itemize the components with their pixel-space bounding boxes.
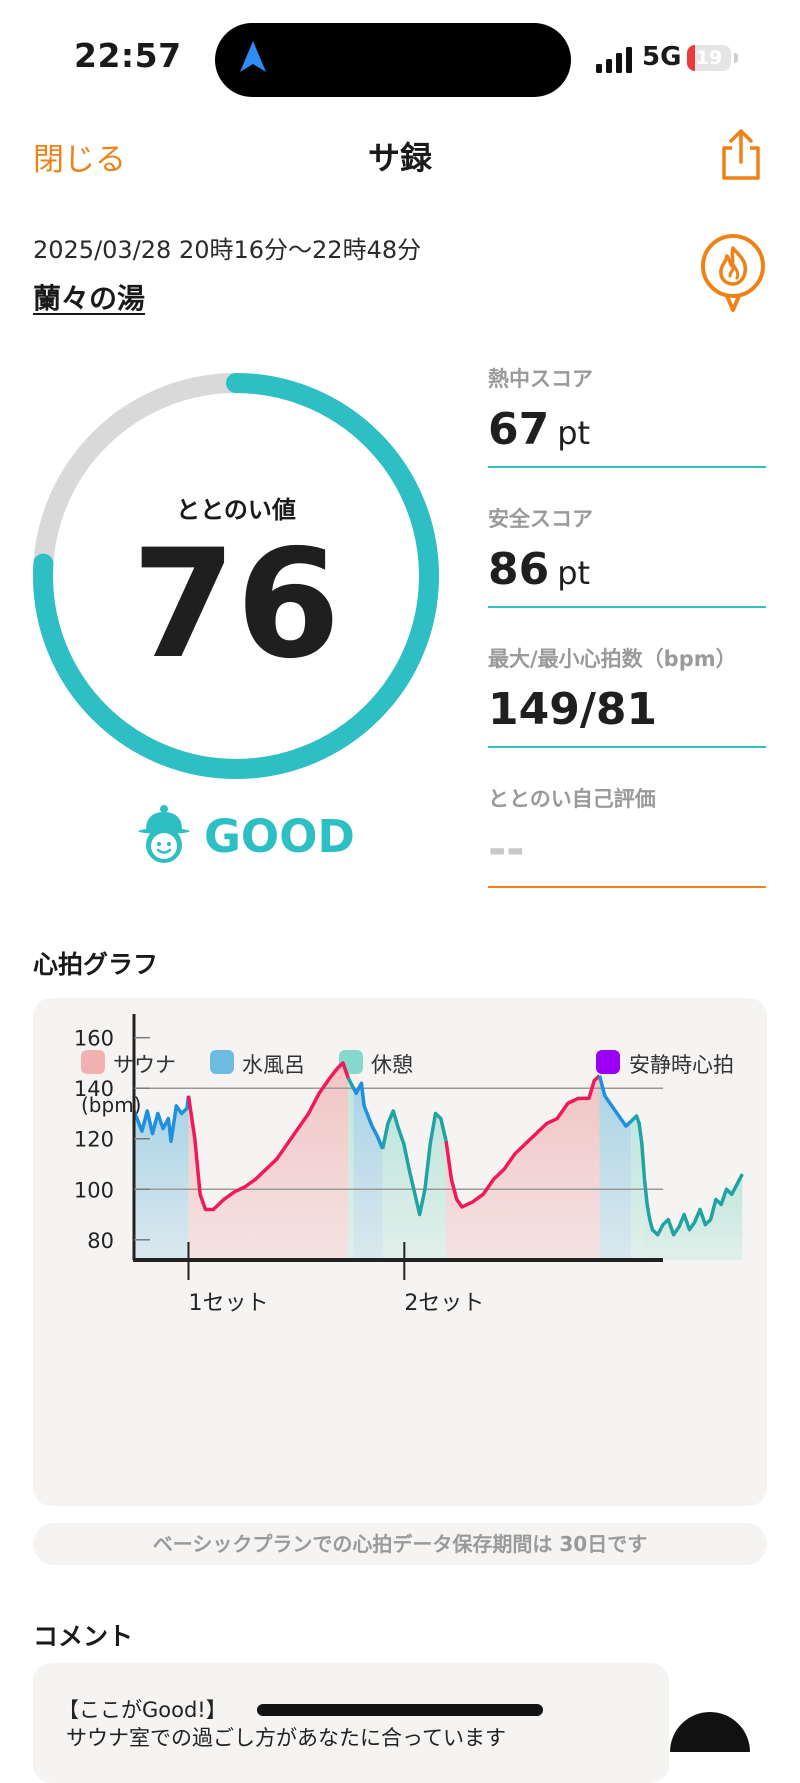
battery-icon: 19: [687, 45, 731, 71]
heat-score-divider: [488, 466, 766, 468]
mascot-icon: [138, 805, 190, 863]
facility-link[interactable]: 蘭々の湯: [33, 282, 146, 315]
mascot-peek: [670, 1712, 750, 1752]
page-title: サ録: [367, 139, 432, 177]
chart-fill-8: [644, 1174, 743, 1260]
battery-level: 19: [695, 47, 723, 69]
y-tick-label-120: 120: [74, 1128, 114, 1152]
chart-fill-6: [599, 1075, 632, 1260]
session-datetime: 2025/03/28 20時16分〜22時48分: [33, 236, 422, 264]
chart-line-1: [186, 1061, 350, 1212]
totonoi-label: ととのい値: [176, 496, 296, 524]
chart-line-5: [444, 1074, 601, 1209]
legend-cold-bath: 水風呂: [242, 1053, 305, 1077]
signal-icon: [596, 47, 632, 73]
network-type: 5G: [642, 42, 682, 72]
rating-label: GOOD: [204, 810, 355, 863]
heart-rate-label: 最大/最小心拍数（bpm）: [488, 647, 737, 671]
share-icon[interactable]: [718, 128, 764, 182]
comment-body: サウナ室での過ごし方があなたに合っています: [66, 1726, 506, 1750]
totonoi-value: 76: [131, 518, 341, 692]
safety-score-label: 安全スコア: [488, 507, 593, 531]
x-tick-label-1: 2セット: [404, 1291, 484, 1316]
home-indicator[interactable]: [257, 1704, 543, 1716]
chart-line-7: [630, 1114, 647, 1180]
chart-fill-1: [188, 1062, 349, 1260]
chart-fill-2: [348, 1078, 354, 1260]
close-button[interactable]: 閉じる: [33, 142, 126, 178]
safety-score-value: 86 pt: [488, 544, 591, 595]
heart-rate-value: 149/81: [488, 684, 658, 735]
self-eval-divider: [488, 886, 766, 888]
totonoi-ring-gauge: [33, 373, 439, 779]
chart-fill-5: [446, 1075, 600, 1260]
chart-line-6: [597, 1075, 633, 1128]
heat-score-label: 熱中スコア: [488, 367, 593, 391]
y-axis-unit: (bpm): [81, 1093, 142, 1117]
safety-score-divider: [488, 606, 766, 608]
chart-line-4: [380, 1109, 448, 1217]
x-tick-label-0: 1セット: [188, 1291, 268, 1316]
sauna-flame-icon[interactable]: [697, 230, 769, 314]
chart-line-2: [346, 1077, 356, 1090]
legend-sauna-swatch: [81, 1050, 105, 1074]
graph-heading: 心拍グラフ: [33, 950, 159, 979]
chart-line-8: [642, 1173, 744, 1237]
legend-rest: 休憩: [371, 1053, 413, 1077]
y-tick-label-160: 160: [74, 1027, 114, 1051]
legend-sauna: サウナ: [113, 1053, 176, 1077]
dynamic-island: [215, 23, 571, 97]
chart-line-0: [132, 1095, 191, 1144]
self-eval-label: ととのい自己評価: [488, 787, 656, 811]
y-tick-label-140: 140: [74, 1077, 114, 1101]
comment-heading: コメント: [33, 1622, 134, 1651]
y-tick-label-100: 100: [74, 1178, 114, 1202]
legend-resting-hr: 安静時心拍: [629, 1053, 734, 1077]
location-arrow-icon: [240, 41, 266, 72]
status-time: 22:57: [74, 36, 182, 75]
chart-fill-3: [353, 1083, 383, 1260]
legend-resting-hr-swatch: [596, 1050, 620, 1074]
comment-title: 【ここがGood!】: [58, 1698, 227, 1722]
legend-cold-bath-swatch: [210, 1050, 234, 1074]
self-eval-value[interactable]: --: [488, 824, 525, 875]
heat-score-value: 67 pt: [488, 404, 591, 455]
chart-fill-0: [134, 1095, 189, 1260]
heart-rate-chart: 80 100 120 140 160 1セット 2セット: [74, 1014, 744, 1316]
y-tick-label-80: 80: [87, 1229, 114, 1253]
storage-notice: ベーシックプランでの心拍データ保存期間は 30日です: [33, 1523, 767, 1565]
battery-nub: [734, 53, 738, 63]
heart-rate-divider: [488, 746, 766, 748]
chart-line-3: [351, 1081, 385, 1150]
